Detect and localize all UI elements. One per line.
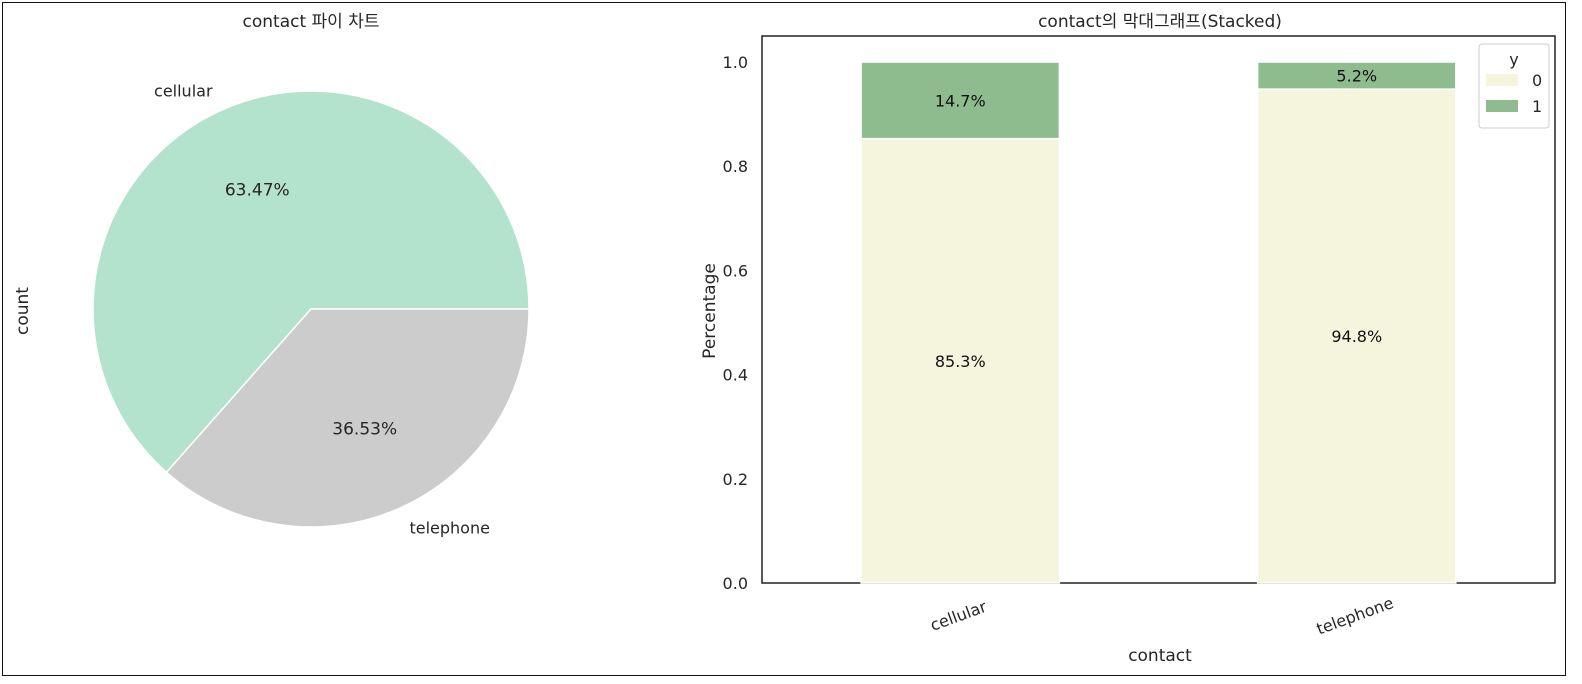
bar-ylabel: Percentage [700,263,720,359]
legend-title: y [1509,50,1518,69]
legend-swatch-1 [1486,100,1518,112]
stacked-bar-chart: contact의 막대그래프(Stacked) Percentage conta… [700,12,1556,666]
y-tick-label: 0.8 [723,157,748,176]
figure-frame [2,2,1566,676]
bar-value-label: 14.7% [935,91,986,110]
legend-swatch-0 [1486,74,1518,86]
bar-value-label: 5.2% [1336,67,1377,86]
y-tick-label: 1.0 [723,53,748,72]
y-tick-label: 0.2 [723,470,748,489]
pie-pct-label-telephone: 36.53% [332,419,397,439]
x-tick-label-cellular: cellular [928,597,990,635]
y-tick-label: 0.0 [723,574,748,593]
pie-slice-cellular [92,90,530,474]
bar-value-label: 94.8% [1331,327,1382,346]
bar-xlabel: contact [1128,646,1192,666]
pie-slice-telephone [165,308,530,528]
pie-chart: contact 파이 차트 count cellular 63.47% teleph… [13,12,530,538]
y-tick-label: 0.6 [723,261,748,280]
bar-cellular-series-1 [860,61,1061,140]
x-tick-label-telephone: telephone [1314,593,1396,638]
bar-telephone-series-1 [1256,61,1457,90]
pie-label-cellular: cellular [154,81,213,100]
y-tick-label: 0.4 [723,366,748,385]
pie-ylabel: count [13,287,33,335]
bar-value-label: 85.3% [935,352,986,371]
legend: y 0 1 [1478,43,1550,129]
legend-label-1: 1 [1532,97,1542,116]
bar-telephone-series-0 [1256,88,1457,584]
legend-label-0: 0 [1532,71,1542,90]
pie-label-telephone: telephone [409,519,489,538]
plot-area-frame [761,35,1556,584]
bar-title: contact의 막대그래프(Stacked) [1038,12,1282,32]
pie-title: contact 파이 차트 [243,12,380,32]
pie-pct-label-cellular: 63.47% [225,181,290,201]
